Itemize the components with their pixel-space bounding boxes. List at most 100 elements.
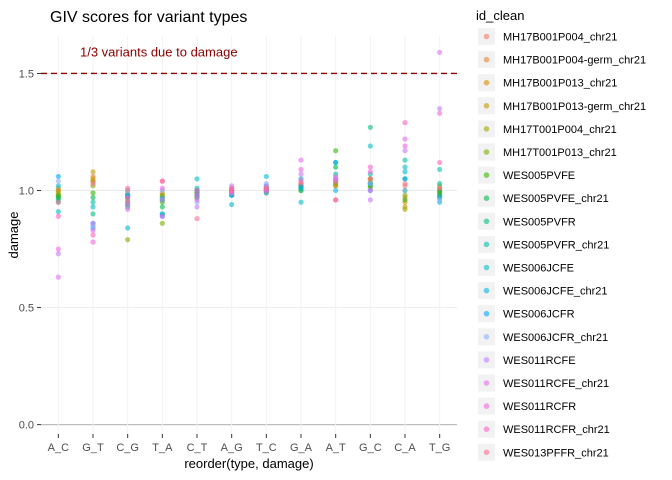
legend-key-dot: [483, 264, 490, 271]
data-point: [298, 166, 304, 173]
data-point: [402, 148, 408, 154]
x-tick-label: T_C: [256, 442, 277, 454]
data-point: [55, 274, 61, 280]
data-point: [263, 185, 269, 191]
data-point: [159, 185, 165, 191]
y-tick-label: 1.0: [19, 186, 34, 198]
x-tick-label: A_T: [326, 442, 346, 454]
data-point: [367, 143, 373, 149]
legend-entry-label: WES013PFFR_chr21: [503, 447, 609, 459]
x-tick-label: A_C: [48, 442, 69, 454]
data-point: [402, 197, 408, 203]
data-point: [90, 232, 96, 238]
legend-entry-label: WES011RCFR: [503, 401, 576, 413]
legend-entry-label: WES006JCFE_chr21: [503, 286, 608, 298]
data-point: [437, 49, 443, 55]
data-point: [90, 194, 96, 201]
legend-entry-label: MH17B001P013_chr21: [503, 78, 617, 90]
chart-title: GIV scores for variant types: [50, 9, 247, 26]
legend-entry-label: MH17B001P004-germ_chr21: [503, 55, 646, 67]
data-point: [367, 187, 373, 194]
legend-entry-label: WES011RCFR_chr21: [503, 424, 610, 436]
data-point: [90, 227, 96, 233]
data-point: [437, 197, 443, 203]
data-point: [367, 169, 373, 175]
data-point: [437, 105, 443, 112]
data-point: [437, 185, 443, 191]
legend-key-dot: [483, 449, 490, 456]
data-point: [125, 199, 131, 205]
legend-entry-label: WES005PVFR_chr21: [503, 239, 609, 251]
legend-key-dot: [483, 334, 490, 340]
legend-entry-label: MH17T001P004_chr21: [503, 124, 617, 136]
data-point: [437, 180, 443, 187]
data-point: [194, 176, 200, 182]
data-point: [55, 173, 61, 180]
data-point: [159, 178, 165, 184]
reference-line-group: 1/3 variants due to damage: [41, 44, 457, 75]
data-point: [402, 187, 408, 194]
data-point: [90, 190, 96, 196]
y-tick-label: 1.5: [19, 68, 34, 80]
axes: 0.0 0.5 1.0 1.5 A_C G_T C_G T_A C_T A_G T_C G_A A_T G…: [19, 68, 451, 454]
legend-entry-label: WES006JCFR: [503, 309, 575, 321]
legend-entry-label: WES005PVFR: [503, 216, 576, 228]
data-point: [298, 157, 304, 163]
legend-entry-label: WES011RCFE_chr21: [503, 378, 609, 390]
data-point: [298, 199, 304, 205]
legend-entry-label: MH17B001P004_chr21: [503, 32, 617, 44]
data-point: [159, 204, 165, 210]
legend-key-dot: [483, 426, 490, 433]
data-point: [437, 110, 443, 116]
data-point: [263, 173, 269, 180]
legend-entry-label: WES005PVFE: [503, 170, 575, 182]
legend: id_clean MH17B001P004_chr21 MH17B001P004-…: [476, 8, 646, 461]
data-point: [402, 180, 408, 187]
legend-entry-label: WES005PVFE_chr21: [503, 193, 609, 205]
legend-title: id_clean: [476, 8, 524, 23]
x-tick-label: G_C: [359, 442, 382, 454]
data-point: [402, 120, 408, 126]
data-point: [402, 143, 408, 149]
data-point: [55, 213, 61, 219]
data-point: [402, 176, 408, 182]
x-tick-label: C_G: [116, 442, 139, 454]
y-axis-title: damage: [6, 212, 21, 259]
x-tick-label: C_A: [394, 442, 416, 454]
data-point: [333, 148, 339, 154]
data-point: [125, 185, 131, 191]
data-point: [55, 208, 61, 215]
data-point: [229, 201, 235, 208]
x-tick-label: C_T: [187, 442, 208, 454]
reference-line-label: 1/3 variants due to damage: [80, 44, 238, 59]
data-point: [90, 180, 96, 187]
data-point: [194, 192, 200, 198]
legend-key-dot: [483, 33, 490, 40]
legend-key-dot: [483, 357, 490, 363]
y-tick-label: 0.5: [19, 303, 34, 315]
data-point: [402, 169, 408, 175]
data-point: [90, 220, 96, 226]
data-point: [402, 136, 408, 142]
legend-key-dot: [483, 79, 490, 86]
x-tick-label: T_G: [429, 442, 450, 454]
x-axis-title: reorder(type, damage): [184, 456, 313, 471]
legend-key-dot: [483, 103, 490, 109]
legend-items: MH17B001P004_chr21 MH17B001P004-germ_chr2…: [478, 28, 646, 461]
legend-key-dot: [483, 380, 490, 386]
data-point: [194, 187, 200, 194]
legend-entry-label: WES011RCFE: [503, 355, 576, 367]
data-point: [367, 197, 373, 203]
data-point: [402, 157, 408, 163]
y-tick-label: 0.0: [19, 420, 34, 432]
legend-key-dot: [483, 126, 490, 132]
data-point: [402, 192, 408, 198]
data-point: [367, 124, 373, 130]
legend-entry-label: MH17B001P013-germ_chr21: [503, 101, 646, 113]
data-point: [90, 169, 96, 175]
data-point: [55, 183, 61, 189]
data-point: [437, 166, 443, 173]
legend-key-dot: [483, 218, 490, 225]
data-point: [125, 237, 131, 243]
